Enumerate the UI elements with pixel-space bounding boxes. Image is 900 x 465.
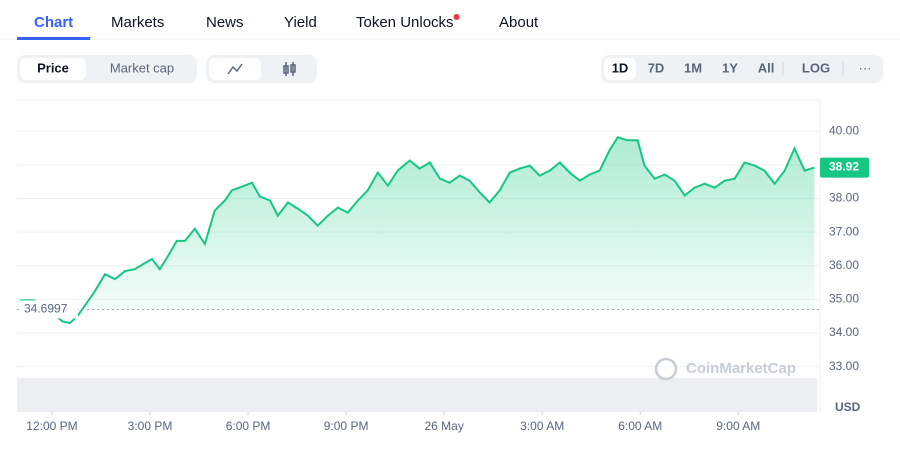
toggle-option[interactable]: Price [37,60,69,75]
y-tick-label: 33.00 [829,359,859,373]
range-button[interactable]: 1Y [722,60,738,75]
y-tick-label: 35.00 [829,292,859,306]
line-icon[interactable] [227,63,243,75]
x-tick-label: 3:00 AM [520,419,564,433]
tab[interactable]: Chart [34,14,73,31]
x-tick-label: 3:00 PM [128,419,173,433]
y-tick-label: 37.00 [829,224,859,238]
y-tick-label: 38.00 [829,191,859,205]
last-price-badge [820,157,869,178]
candle-icon[interactable] [283,62,296,76]
y-tick-label: 40.00 [829,123,859,137]
x-tick-label: 9:00 AM [716,419,760,433]
x-tick-label: 6:00 PM [226,419,271,433]
x-tick-label: 6:00 AM [618,419,662,433]
volume-band [17,378,817,412]
tab[interactable]: Markets [111,14,164,31]
x-tick-label: 12:00 PM [26,419,77,433]
tab[interactable]: Token Unlocks [356,14,454,31]
last-price-label: 38.92 [829,160,859,174]
y-tick-label: 36.00 [829,258,859,272]
more-button[interactable]: ··· [859,60,872,75]
range-button[interactable]: 1D [612,60,629,75]
tab[interactable]: News [206,14,244,31]
area [19,137,815,324]
range-group [601,55,883,83]
reference-badge [20,300,78,319]
tab-underline [17,37,91,40]
range-button[interactable]: LOG [802,60,830,75]
range-button[interactable]: 1M [684,60,702,75]
range-button[interactable]: 7D [648,60,665,75]
range-button[interactable]: All [758,60,775,75]
plot: 33.0034.0035.0036.0037.0038.0039.0040.00… [17,99,869,433]
toggle-active [20,58,86,80]
toggle-option[interactable]: Market cap [110,60,174,75]
watermark-logo [654,357,678,381]
x-tick-label: 9:00 PM [324,419,369,433]
watermark: CoinMarketCap [686,360,796,377]
tab[interactable]: Yield [284,14,317,31]
reference-label: 34.6997 [24,302,68,316]
price-line [19,136,815,325]
y-unit: USD [835,400,861,414]
y-tick-label: 34.00 [829,325,859,339]
range-active [604,58,636,80]
x-tick-label: 26 May [424,419,463,433]
notification-dot [453,14,460,20]
tab[interactable]: About [499,14,539,31]
